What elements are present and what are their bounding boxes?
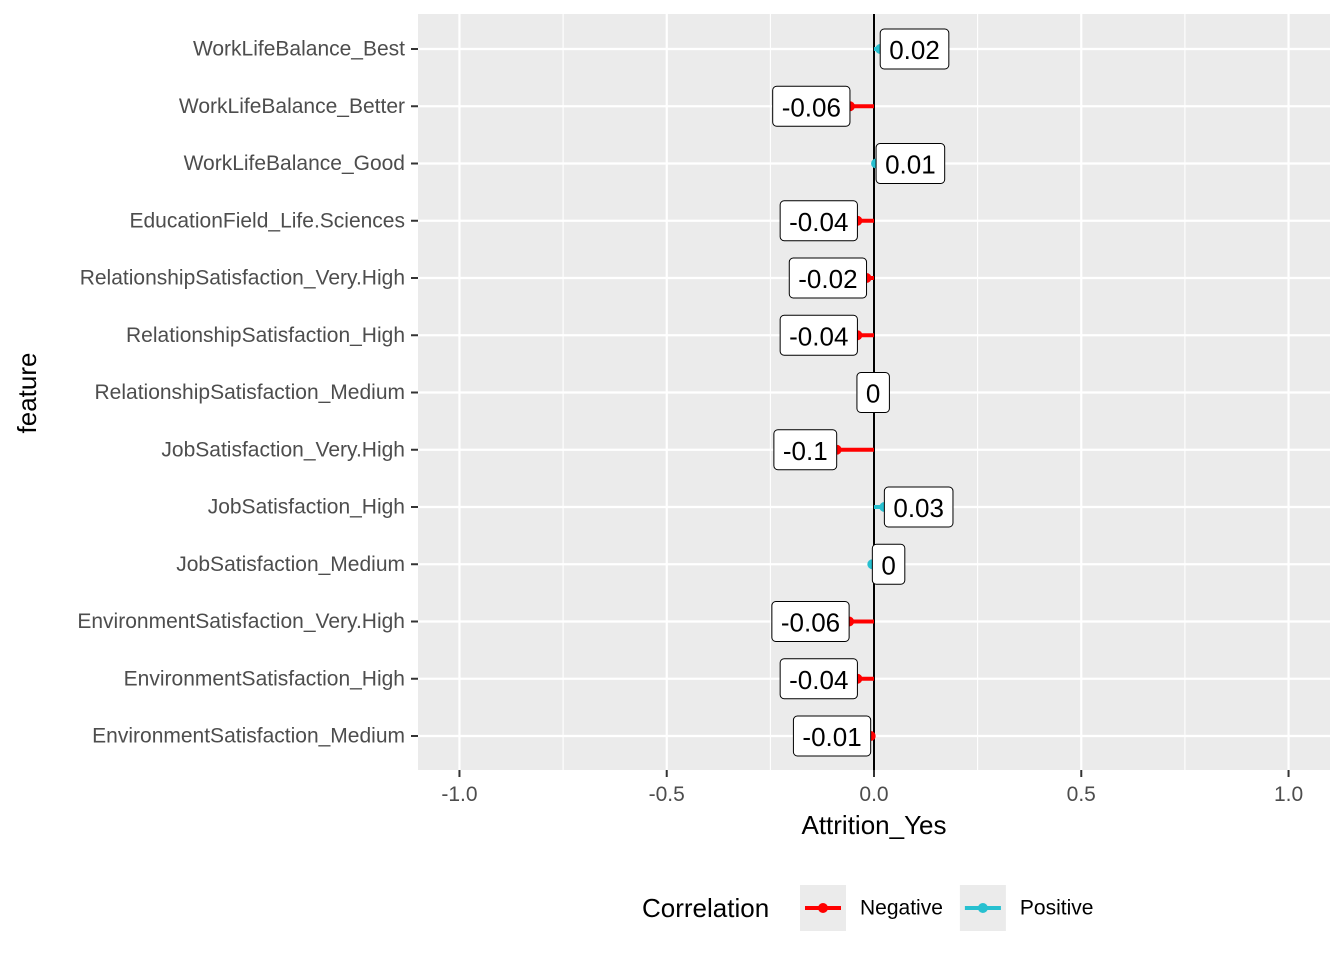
data-label-box bbox=[779, 314, 858, 356]
y-tick-label: WorkLifeBalance_Best bbox=[193, 38, 405, 61]
data-label-box bbox=[771, 601, 850, 642]
data-label-group: -0.1 bbox=[773, 429, 838, 471]
y-tick-label: RelationshipSatisfaction_High bbox=[126, 324, 405, 347]
y-tick-label: JobSatisfaction_High bbox=[208, 496, 405, 519]
x-tick-label: 0.0 bbox=[859, 783, 888, 806]
data-label-group: -0.06 bbox=[771, 601, 850, 642]
data-label: -0.06 bbox=[781, 608, 840, 638]
data-label: 0.03 bbox=[893, 493, 944, 523]
data-label-group: 0 bbox=[856, 372, 890, 413]
data-label-box bbox=[856, 372, 890, 413]
legend: Correlation Negative Positive bbox=[642, 885, 1093, 931]
data-label-box bbox=[772, 85, 851, 127]
legend-key-point bbox=[818, 903, 828, 913]
data-label: 0 bbox=[881, 550, 895, 580]
data-label-box bbox=[779, 200, 858, 242]
legend-label: Positive bbox=[1020, 897, 1094, 920]
x-axis: -1.0 -0.5 0.0 0.5 1.0 bbox=[441, 770, 1303, 806]
y-tick-label: WorkLifeBalance_Better bbox=[179, 95, 405, 118]
data-label-box bbox=[788, 257, 868, 299]
y-tick-label: EducationField_Life.Sciences bbox=[129, 209, 405, 232]
data-label: -0.02 bbox=[798, 264, 857, 294]
data-label-box bbox=[779, 658, 858, 700]
y-tick-label: WorkLifeBalance_Good bbox=[184, 152, 405, 175]
data-label-group: -0.02 bbox=[788, 257, 868, 299]
data-label-group: 0.01 bbox=[875, 143, 946, 184]
legend-key-point bbox=[977, 903, 988, 913]
data-label: -0.04 bbox=[789, 665, 848, 695]
y-axis-title: feature bbox=[12, 353, 42, 434]
data-label-box bbox=[792, 715, 872, 757]
x-tick-label: -0.5 bbox=[649, 783, 685, 806]
y-tick-label: JobSatisfaction_Medium bbox=[176, 553, 405, 576]
legend-label: Negative bbox=[860, 897, 943, 920]
x-tick-label: 0.5 bbox=[1067, 783, 1096, 806]
data-label-box bbox=[879, 28, 950, 70]
data-label-box bbox=[875, 143, 946, 184]
data-label: -0.01 bbox=[802, 722, 861, 752]
y-axis: WorkLifeBalance_Best WorkLifeBalance_Bett… bbox=[77, 38, 418, 748]
data-label-group: 0.03 bbox=[883, 486, 954, 528]
data-label: -0.04 bbox=[789, 207, 848, 237]
y-tick-label: EnvironmentSatisfaction_Very.High bbox=[77, 610, 405, 633]
data-label: -0.06 bbox=[782, 92, 841, 122]
data-label: 0 bbox=[866, 379, 880, 409]
y-tick-label: EnvironmentSatisfaction_Medium bbox=[92, 725, 405, 748]
legend-entry: Negative bbox=[800, 885, 943, 931]
data-label-box bbox=[871, 543, 906, 585]
y-tick-label: EnvironmentSatisfaction_High bbox=[124, 667, 405, 690]
data-label-group: -0.06 bbox=[772, 85, 851, 127]
y-tick-label: JobSatisfaction_Very.High bbox=[161, 438, 405, 461]
x-tick-label: -1.0 bbox=[441, 783, 477, 806]
data-label-group: -0.04 bbox=[779, 200, 858, 242]
legend-entry: Positive bbox=[959, 885, 1094, 931]
x-axis-title: Attrition_Yes bbox=[801, 810, 946, 840]
data-label: 0.02 bbox=[889, 35, 940, 65]
data-label-group: -0.01 bbox=[792, 715, 872, 757]
data-label-box bbox=[773, 429, 838, 471]
data-label: -0.04 bbox=[789, 321, 848, 351]
data-label-box bbox=[883, 486, 954, 528]
data-label-group: -0.04 bbox=[779, 658, 858, 700]
data-label: -0.1 bbox=[783, 436, 828, 466]
y-tick-label: RelationshipSatisfaction_Medium bbox=[95, 381, 406, 404]
x-tick-label: 1.0 bbox=[1274, 783, 1303, 806]
data-labels: 0.02 -0.06 0.01 -0.04 -0.02 -0.04 0 -0.1 0.03 0 -0… bbox=[771, 28, 954, 757]
data-label: 0.01 bbox=[885, 150, 936, 180]
data-label-group: -0.04 bbox=[779, 314, 858, 356]
data-label-group: 0.02 bbox=[879, 28, 950, 70]
y-tick-label: RelationshipSatisfaction_Very.High bbox=[80, 267, 405, 290]
data-label-group: 0 bbox=[871, 543, 906, 585]
legend-title: Correlation bbox=[642, 893, 769, 923]
